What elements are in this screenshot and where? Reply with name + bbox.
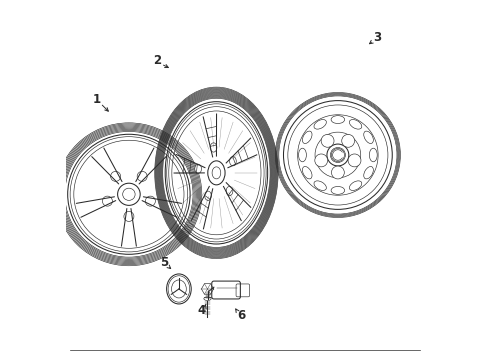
Ellipse shape bbox=[210, 143, 217, 152]
Ellipse shape bbox=[146, 196, 155, 206]
Text: 1: 1 bbox=[93, 93, 101, 106]
Text: 5: 5 bbox=[160, 256, 168, 269]
Ellipse shape bbox=[302, 167, 312, 179]
Ellipse shape bbox=[226, 186, 233, 196]
Ellipse shape bbox=[349, 181, 362, 190]
Ellipse shape bbox=[364, 131, 373, 144]
Ellipse shape bbox=[315, 154, 328, 167]
Ellipse shape bbox=[137, 171, 147, 181]
Ellipse shape bbox=[349, 120, 362, 129]
Ellipse shape bbox=[314, 181, 326, 190]
Ellipse shape bbox=[195, 164, 201, 174]
Text: 3: 3 bbox=[373, 31, 381, 44]
Ellipse shape bbox=[298, 148, 306, 162]
Ellipse shape bbox=[124, 211, 134, 221]
Ellipse shape bbox=[230, 157, 236, 166]
Ellipse shape bbox=[348, 154, 361, 167]
Ellipse shape bbox=[205, 191, 211, 201]
Text: 6: 6 bbox=[237, 309, 245, 322]
Ellipse shape bbox=[208, 161, 225, 185]
Ellipse shape bbox=[302, 131, 312, 144]
Ellipse shape bbox=[327, 144, 349, 166]
Ellipse shape bbox=[111, 171, 121, 181]
Ellipse shape bbox=[364, 167, 373, 179]
Text: 2: 2 bbox=[153, 54, 162, 67]
Ellipse shape bbox=[118, 183, 140, 205]
Ellipse shape bbox=[102, 196, 112, 206]
Ellipse shape bbox=[331, 166, 344, 179]
Ellipse shape bbox=[314, 120, 326, 129]
Ellipse shape bbox=[331, 116, 344, 123]
Ellipse shape bbox=[369, 148, 377, 162]
Ellipse shape bbox=[331, 186, 344, 194]
Ellipse shape bbox=[342, 134, 355, 147]
Ellipse shape bbox=[321, 134, 334, 147]
Text: 4: 4 bbox=[197, 304, 205, 317]
